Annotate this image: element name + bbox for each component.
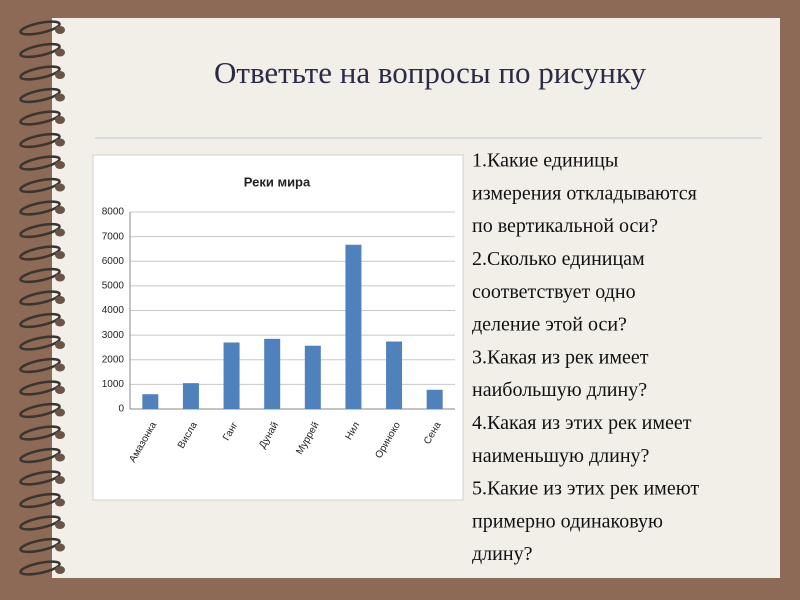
spiral-binding <box>19 20 65 576</box>
spiral-hole <box>55 318 65 327</box>
questions: 1.Какие единицы измерения откладываются по… <box>472 150 699 566</box>
spiral-ring <box>19 515 61 531</box>
spiral-ring <box>19 380 61 396</box>
spiral-hole <box>55 138 65 147</box>
bar <box>345 244 362 409</box>
spiral-hole <box>55 206 65 214</box>
question-line: измерения откладываются <box>472 182 697 204</box>
spiral-ring <box>19 87 61 104</box>
spiral-hole <box>55 48 65 57</box>
question-line: соответствует одно <box>472 281 636 303</box>
spiral-ring <box>19 222 61 239</box>
y-tick-label: 5000 <box>102 281 125 292</box>
spiral-hole <box>55 431 65 439</box>
spiral-hole <box>55 26 65 34</box>
spiral-hole <box>55 93 65 102</box>
bar <box>182 383 199 409</box>
y-tick-label: 3000 <box>102 330 125 341</box>
question-line: деление этой оси? <box>472 314 627 336</box>
spiral-hole <box>55 228 65 237</box>
spiral-hole <box>55 476 65 484</box>
question-line: наибольшую длину? <box>472 379 647 401</box>
question-line: 3.Какая из рек имеет <box>472 346 649 368</box>
spiral-hole <box>55 116 65 124</box>
spiral-ring <box>19 290 61 306</box>
spiral-hole <box>55 453 65 462</box>
spiral-hole <box>55 251 65 259</box>
y-tick-label: 2000 <box>102 354 125 365</box>
question-line: по вертикальной оси? <box>472 215 658 237</box>
bar <box>426 389 443 409</box>
spiral-ring <box>19 20 61 36</box>
y-tick-label: 8000 <box>102 207 125 218</box>
question-line: 2.Сколько единицам <box>472 248 645 270</box>
bar <box>142 394 159 409</box>
y-tick-label: 7000 <box>102 231 125 242</box>
spiral-hole <box>55 521 65 529</box>
spiral-ring <box>19 245 61 261</box>
spiral-ring <box>19 537 61 554</box>
spiral-hole <box>55 71 65 79</box>
spiral-hole <box>55 296 65 304</box>
bar <box>264 338 281 409</box>
y-tick-label: 4000 <box>102 305 125 316</box>
chart-box <box>92 154 464 501</box>
spiral-hole <box>55 363 65 372</box>
spiral-ring <box>19 447 61 464</box>
spiral-hole <box>55 566 65 574</box>
spiral-ring <box>19 65 61 81</box>
spiral-ring <box>19 357 61 374</box>
spiral-ring <box>19 110 61 126</box>
spiral-ring <box>19 470 61 486</box>
spiral-hole <box>55 273 65 282</box>
question-line: длину? <box>472 543 533 565</box>
chart-title: Реки мира <box>244 174 311 189</box>
spiral-ring <box>19 267 61 284</box>
bar <box>304 345 321 409</box>
question-line: 1.Какие единицы <box>472 150 618 172</box>
bar <box>223 342 240 409</box>
spiral-ring <box>19 132 61 149</box>
y-tick-label: 0 <box>118 404 124 415</box>
spiral-ring <box>19 402 61 419</box>
y-tick-label: 6000 <box>102 256 125 267</box>
spiral-ring <box>19 425 61 441</box>
spiral-hole <box>55 183 65 192</box>
spiral-ring <box>19 560 61 576</box>
spiral-hole <box>55 341 65 349</box>
spiral-ring <box>19 200 61 216</box>
slide-title: Ответьте на вопросы по рисунку <box>214 55 646 90</box>
spiral-ring <box>19 335 61 351</box>
question-line: наименьшую длину? <box>472 445 650 467</box>
spiral-ring <box>19 42 61 59</box>
spiral-ring <box>19 155 61 171</box>
spiral-ring <box>19 492 61 509</box>
spiral-ring <box>19 177 61 194</box>
spiral-hole <box>55 386 65 394</box>
spiral-hole <box>55 543 65 552</box>
spiral-hole <box>55 498 65 507</box>
question-line: 5.Какие из этих рек имеют <box>472 478 699 500</box>
spiral-hole <box>55 408 65 417</box>
y-tick-label: 1000 <box>102 379 125 390</box>
bar <box>386 341 403 409</box>
question-line: 4.Какая из этих рек имеет <box>472 412 692 434</box>
spiral-hole <box>55 161 65 169</box>
spiral-ring <box>19 312 61 329</box>
question-line: примерно одинаковую <box>472 510 663 532</box>
